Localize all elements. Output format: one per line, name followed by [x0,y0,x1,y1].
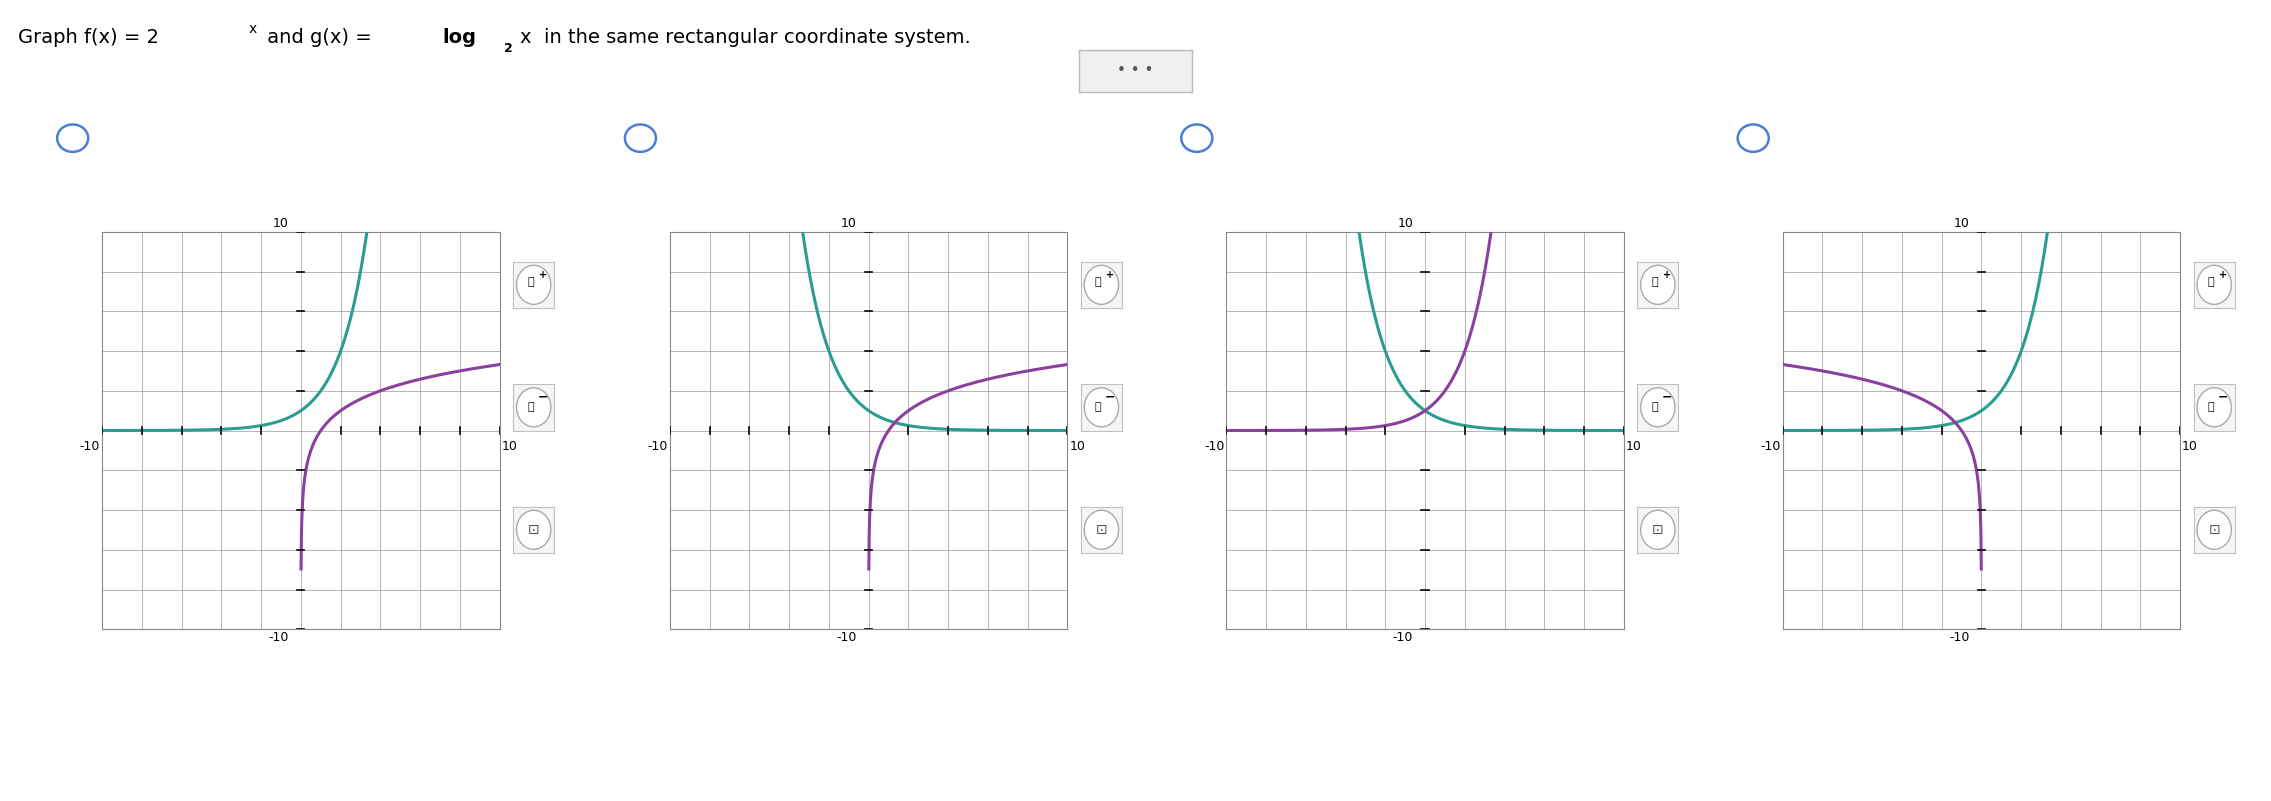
Circle shape [2196,388,2232,427]
Text: -10: -10 [79,441,100,453]
Text: -10: -10 [647,441,668,453]
Circle shape [1083,265,1120,304]
Text: 🔍: 🔍 [1095,277,1101,288]
Text: -10: -10 [836,631,856,644]
Text: 🔍: 🔍 [2207,277,2214,288]
Circle shape [1083,510,1120,549]
Text: +: + [2219,270,2228,280]
Text: −: − [1106,391,1115,404]
Text: log: log [443,28,477,47]
Text: 10: 10 [1953,217,1969,230]
Text: -10: -10 [1392,631,1413,644]
Text: −: − [538,391,547,404]
Text: x  in the same rectangular coordinate system.: x in the same rectangular coordinate sys… [520,28,970,47]
Text: +: + [1662,270,1671,280]
Text: 10: 10 [1626,441,1642,453]
Circle shape [516,265,552,304]
Circle shape [1083,388,1120,427]
Text: x: x [250,22,257,35]
Circle shape [2196,510,2232,549]
Text: ⊡: ⊡ [1651,523,1665,537]
Text: and g(x) =: and g(x) = [261,28,379,47]
Text: • • •: • • • [1117,63,1154,78]
Text: ⊡: ⊡ [1095,523,1108,537]
Text: 10: 10 [840,217,856,230]
Text: 10: 10 [1397,217,1413,230]
Text: 🔍: 🔍 [527,277,534,288]
Text: 10: 10 [1070,441,1086,453]
Circle shape [2196,265,2232,304]
Text: −: − [1662,391,1671,404]
Text: 10: 10 [2182,441,2198,453]
Text: -10: -10 [1949,631,1969,644]
Text: +: + [1106,270,1115,280]
Text: ⊡: ⊡ [2207,523,2221,537]
Text: 10: 10 [502,441,518,453]
Text: 🔍: 🔍 [2207,402,2214,413]
Text: 2: 2 [504,42,513,55]
Text: 🔍: 🔍 [1651,402,1658,413]
Text: −: − [2219,391,2228,404]
Text: 10: 10 [273,217,288,230]
Circle shape [516,388,552,427]
Text: +: + [538,270,547,280]
Circle shape [1640,388,1676,427]
Text: -10: -10 [1760,441,1780,453]
Text: -10: -10 [268,631,288,644]
Text: Graph f(x) = 2: Graph f(x) = 2 [18,28,159,47]
Circle shape [516,510,552,549]
Circle shape [1640,510,1676,549]
Text: ⊡: ⊡ [527,523,540,537]
Text: 🔍: 🔍 [527,402,534,413]
Text: 🔍: 🔍 [1095,402,1101,413]
Circle shape [1640,265,1676,304]
Text: -10: -10 [1204,441,1224,453]
Text: 🔍: 🔍 [1651,277,1658,288]
